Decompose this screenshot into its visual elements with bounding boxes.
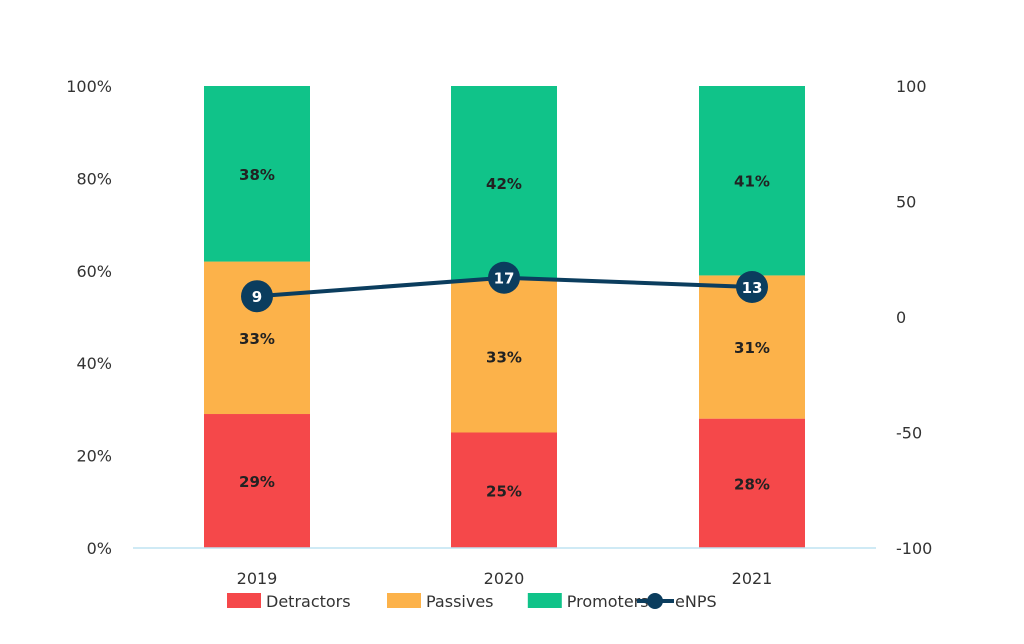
bar-detractors (204, 414, 310, 548)
data-label: 41% (734, 173, 770, 191)
bar-detractors (451, 432, 557, 548)
bar-promoters (699, 86, 805, 276)
enps-label: 13 (742, 279, 763, 297)
y-tick-label: 60% (76, 262, 112, 281)
enps-marker (488, 261, 520, 294)
legend-swatch-passives (387, 593, 421, 608)
y2-tick-label: -50 (896, 424, 922, 443)
legend-marker-enps (647, 593, 663, 609)
enps-label: 9 (252, 288, 262, 306)
bar-promoters (451, 86, 557, 281)
data-label: 31% (734, 339, 770, 357)
y2-tick-label: -100 (896, 539, 932, 558)
legend-label: eNPS (675, 592, 717, 611)
data-label: 33% (239, 330, 275, 348)
data-label: 29% (239, 473, 275, 491)
y-tick-label: 20% (76, 447, 112, 466)
enps-marker (241, 280, 273, 313)
x-tick-label: 2021 (732, 569, 773, 588)
bar-passives (451, 280, 557, 433)
y-tick-label: 0% (87, 539, 112, 558)
x-tick-label: 2020 (484, 569, 525, 588)
data-label: 28% (734, 475, 770, 493)
legend-swatch-promoters (527, 593, 562, 608)
data-label: 33% (486, 348, 522, 366)
data-label: 38% (239, 166, 275, 184)
data-label: 25% (486, 482, 522, 500)
data-label: 42% (486, 175, 522, 193)
y-tick-label: 100% (66, 77, 112, 96)
y-tick-label: 40% (76, 354, 112, 373)
legend-label: Passives (426, 592, 494, 611)
enps-marker (736, 270, 768, 303)
bar-promoters (204, 86, 310, 262)
y2-tick-label: 100 (896, 77, 927, 96)
legend-swatch-detractors (227, 593, 261, 608)
x-tick-label: 2019 (237, 569, 278, 588)
y-tick-label: 80% (76, 169, 112, 188)
y2-tick-label: 50 (896, 193, 916, 212)
y2-tick-label: 0 (896, 308, 906, 327)
bar-detractors (699, 418, 805, 548)
legend-label: Promoters (567, 592, 649, 611)
legend-label: Detractors (266, 592, 351, 611)
enps-label: 17 (494, 270, 515, 288)
